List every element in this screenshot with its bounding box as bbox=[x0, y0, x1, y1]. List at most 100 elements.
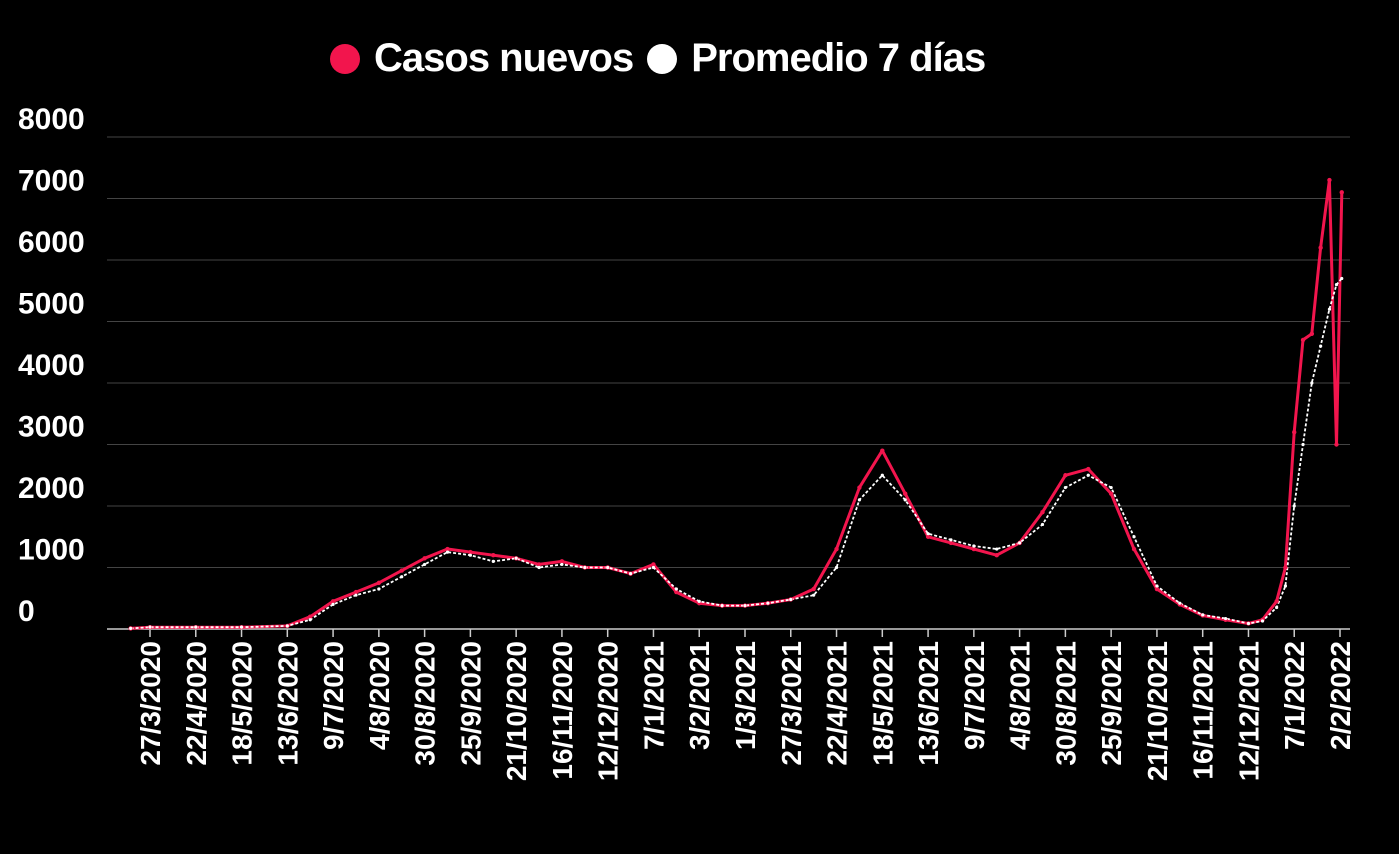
data-point-casos-nuevos bbox=[925, 534, 931, 539]
x-tick-label: 7/1/2021 bbox=[638, 641, 669, 750]
data-point-casos-nuevos bbox=[1339, 190, 1344, 195]
x-tick-label: 30/8/2020 bbox=[410, 641, 441, 766]
x-tick-label: 18/5/2020 bbox=[227, 641, 258, 766]
data-point-promedio bbox=[1178, 601, 1182, 605]
data-point-promedio bbox=[308, 618, 312, 622]
x-tick-label: 3/2/2021 bbox=[684, 641, 715, 750]
data-point-casos-nuevos bbox=[330, 599, 336, 604]
data-point-promedio bbox=[1340, 276, 1344, 281]
grid-lines bbox=[107, 136, 1350, 630]
x-tick-label: 16/11/2020 bbox=[547, 641, 578, 780]
data-point-promedio bbox=[1040, 522, 1045, 527]
data-point-casos-nuevos bbox=[1309, 331, 1315, 336]
data-point-promedio bbox=[1283, 584, 1288, 588]
data-point-promedio bbox=[766, 601, 770, 605]
data-point-promedio bbox=[239, 625, 244, 629]
data-point-casos-nuevos bbox=[353, 589, 359, 595]
data-point-promedio bbox=[1086, 473, 1090, 477]
x-tick-label: 13/6/2021 bbox=[913, 641, 944, 766]
x-tick-label: 4/8/2020 bbox=[364, 641, 395, 750]
x-tick-label: 18/5/2021 bbox=[867, 641, 898, 766]
data-point-casos-nuevos bbox=[1283, 565, 1288, 570]
data-point-promedio bbox=[1301, 442, 1305, 447]
data-point-casos-nuevos bbox=[559, 559, 565, 564]
data-point-casos-nuevos bbox=[1300, 337, 1306, 343]
data-point-casos-nuevos bbox=[445, 546, 450, 552]
data-point-promedio bbox=[926, 532, 930, 536]
data-point-casos-nuevos bbox=[674, 589, 679, 595]
x-tick-label: 27/3/2021 bbox=[776, 641, 807, 766]
data-point-casos-nuevos bbox=[857, 485, 862, 490]
data-point-promedio bbox=[583, 565, 587, 570]
data-point-casos-nuevos bbox=[1063, 473, 1068, 478]
x-tick-label: 22/4/2021 bbox=[822, 641, 853, 766]
data-point-promedio bbox=[377, 587, 381, 591]
legend-item-casos-nuevos[interactable]: Casos nuevos bbox=[330, 36, 634, 81]
data-point-promedio bbox=[423, 562, 427, 567]
legend-item-promedio[interactable]: Promedio 7 días bbox=[647, 36, 986, 81]
data-point-promedio bbox=[1292, 504, 1296, 508]
x-tick-label: 12/12/2021 bbox=[1233, 641, 1264, 781]
data-point-casos-nuevos bbox=[1040, 509, 1045, 515]
data-point-casos-nuevos bbox=[536, 562, 542, 567]
data-point-promedio bbox=[1018, 541, 1022, 545]
data-point-casos-nuevos bbox=[948, 540, 954, 546]
data-point-promedio bbox=[400, 575, 404, 579]
data-point-promedio bbox=[514, 556, 518, 560]
data-point-casos-nuevos bbox=[971, 546, 977, 552]
series-line-promedio bbox=[130, 277, 1343, 630]
data-point-promedio bbox=[972, 544, 976, 548]
y-tick-label: 8000 bbox=[18, 103, 85, 136]
x-tick-label: 21/10/2021 bbox=[1142, 641, 1173, 781]
data-point-promedio bbox=[1260, 619, 1265, 623]
data-point-promedio bbox=[1109, 485, 1113, 490]
data-point-promedio bbox=[1310, 381, 1314, 385]
data-point-promedio bbox=[1223, 616, 1228, 621]
data-point-promedio bbox=[949, 538, 953, 542]
data-point-casos-nuevos bbox=[399, 568, 404, 573]
data-point-promedio bbox=[834, 565, 839, 570]
data-point-promedio bbox=[743, 604, 747, 608]
legend-dot-promedio bbox=[647, 43, 678, 74]
data-point-promedio bbox=[1063, 485, 1067, 490]
x-tick-label: 9/7/2020 bbox=[318, 641, 349, 750]
x-tick-label: 21/10/2020 bbox=[501, 641, 532, 781]
data-point-promedio bbox=[537, 565, 541, 570]
data-point-casos-nuevos bbox=[1334, 442, 1339, 447]
data-point-promedio bbox=[606, 565, 610, 570]
data-point-promedio bbox=[1132, 535, 1136, 539]
x-tick-label: 9/7/2021 bbox=[959, 641, 990, 750]
data-point-casos-nuevos bbox=[880, 448, 885, 453]
legend: Casos nuevos Promedio 7 días bbox=[330, 36, 986, 81]
data-point-casos-nuevos bbox=[1131, 546, 1137, 552]
data-point-promedio bbox=[1155, 584, 1159, 588]
data-point-promedio bbox=[1275, 605, 1279, 610]
data-point-casos-nuevos bbox=[902, 491, 908, 496]
legend-label-casos-nuevos: Casos nuevos bbox=[374, 36, 634, 80]
x-tick-label: 25/9/2020 bbox=[455, 641, 486, 766]
x-tick-label: 4/8/2021 bbox=[1005, 641, 1036, 750]
data-point-promedio bbox=[903, 498, 907, 502]
x-tick-label: 25/9/2021 bbox=[1096, 641, 1127, 766]
data-point-promedio bbox=[1201, 613, 1205, 617]
legend-label-promedio: Promedio 7 días bbox=[691, 36, 986, 80]
x-tick-label: 1/3/2021 bbox=[730, 641, 761, 750]
data-point-casos-nuevos bbox=[1292, 430, 1297, 435]
y-axis-ticks: 0 1000 2000 3000 4000 5000 6000 7000 8000 bbox=[18, 103, 85, 628]
data-point-promedio bbox=[354, 593, 358, 597]
data-point-casos-nuevos bbox=[811, 586, 816, 592]
x-tick-label: 13/6/2020 bbox=[272, 641, 303, 766]
data-point-promedio bbox=[674, 587, 678, 591]
data-point-casos-nuevos bbox=[834, 546, 839, 552]
data-point-casos-nuevos bbox=[1274, 599, 1279, 604]
data-point-promedio bbox=[331, 602, 335, 607]
y-tick-label: 4000 bbox=[18, 349, 85, 382]
x-tick-label: 7/1/2022 bbox=[1279, 641, 1310, 750]
x-axis-ticks: 27/3/2020 22/4/2020 18/5/2020 13/6/2020 9/7/… bbox=[135, 629, 1356, 781]
data-point-promedio bbox=[812, 593, 816, 597]
y-tick-label: 2000 bbox=[18, 472, 85, 505]
x-tick-label: 12/12/2020 bbox=[593, 641, 624, 781]
y-tick-label: 0 bbox=[18, 595, 35, 628]
data-point-casos-nuevos bbox=[307, 614, 313, 619]
